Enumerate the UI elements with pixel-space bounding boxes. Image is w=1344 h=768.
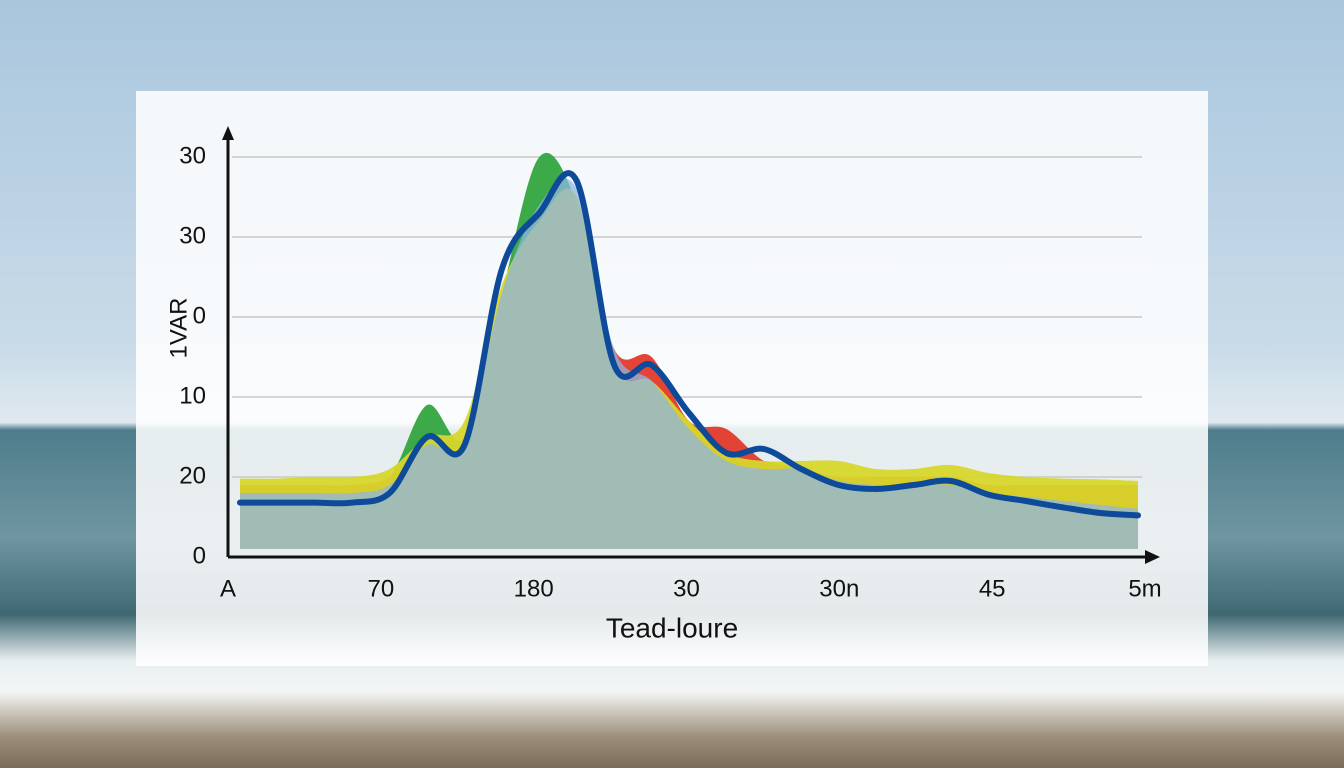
y-axis-arrow — [222, 126, 234, 140]
y-tick-label: 0 — [193, 542, 206, 569]
y-tick-label: 20 — [179, 462, 206, 489]
y-tick-label: 30 — [179, 222, 206, 249]
y-axis-label: 1VAR — [165, 298, 192, 359]
x-tick-label: 30n — [819, 575, 859, 602]
x-axis-label: Tead-loure — [606, 612, 738, 643]
panel — [136, 91, 1208, 666]
y-tick-label: 0 — [193, 302, 206, 329]
line — [237, 170, 1141, 519]
x-tick-label: A — [220, 575, 236, 602]
x-tick-label: 70 — [367, 575, 394, 602]
y-tick-label: 30 — [179, 142, 206, 169]
x-tick-label: 180 — [514, 575, 554, 602]
y-tick-label: 10 — [179, 382, 206, 409]
x-tick-label: 5m — [1128, 575, 1161, 602]
area — [240, 178, 1138, 549]
x-tick-label: 30 — [673, 575, 700, 602]
x-tick-label: 45 — [979, 575, 1006, 602]
x-axis-arrow — [1145, 550, 1160, 564]
